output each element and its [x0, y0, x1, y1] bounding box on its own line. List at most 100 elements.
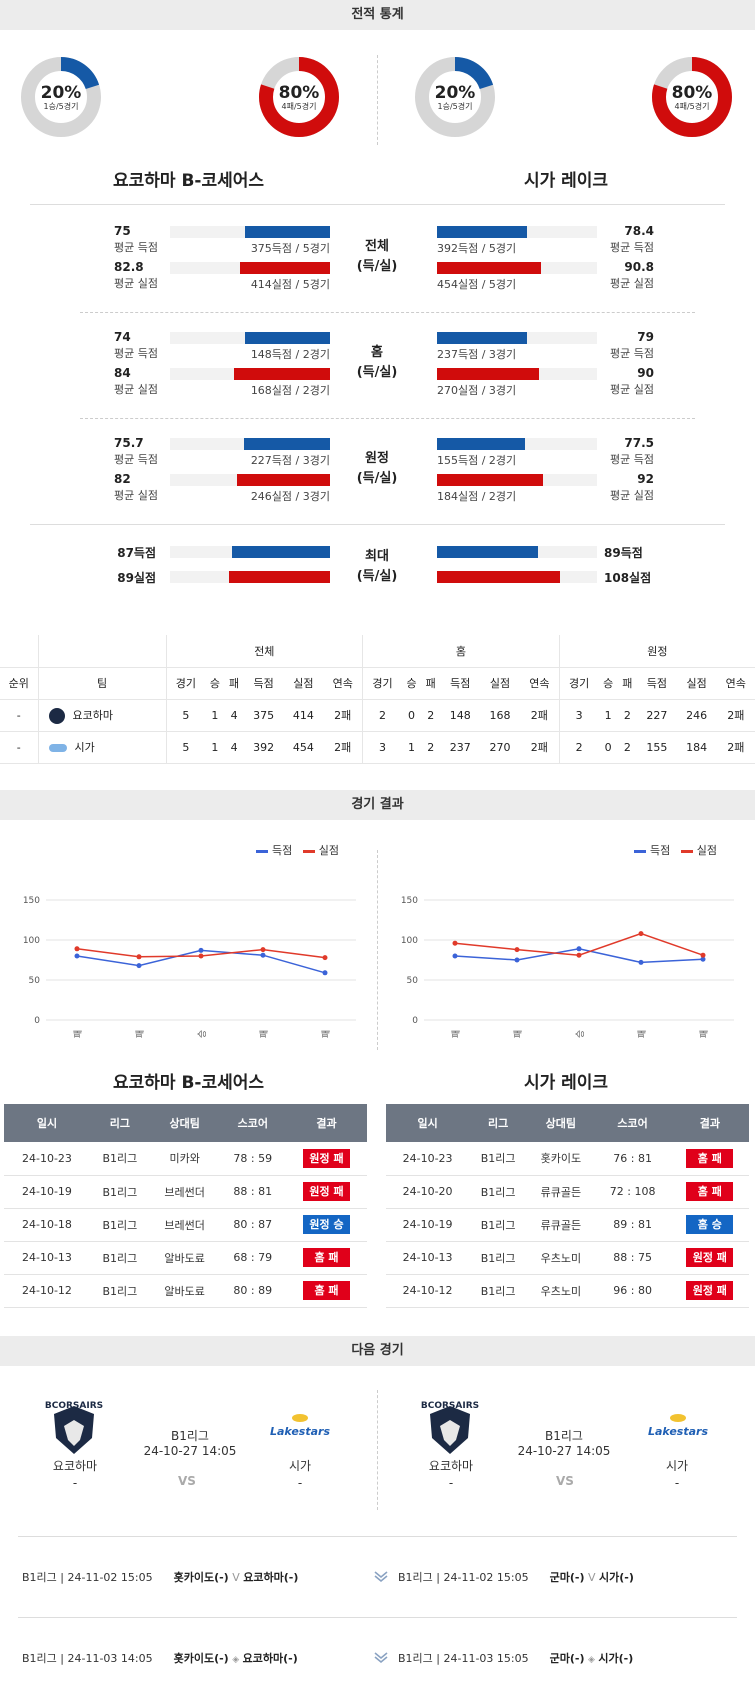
home-scored-bar-track	[170, 332, 330, 344]
away-results-chart: 0 50 100 150 패 패 승 패 패	[401, 896, 734, 1038]
results-header-cell: 결과	[670, 1104, 749, 1142]
group-away: 원정	[558, 635, 755, 668]
scored-point[interactable]	[638, 959, 644, 965]
team-cell[interactable]: 요코하마	[37, 699, 166, 732]
rank-cell: -	[0, 699, 38, 732]
home-stat-cell: 270	[480, 731, 520, 764]
fixture-2-left[interactable]: B1리그 | 24-11-03 14:05 홋카이도(-) ◈ 요코하마(-)	[22, 1652, 298, 1665]
next-datetime: 24-10-27 14:05	[143, 1444, 237, 1458]
away-results-title: 시가 레이크	[523, 1073, 609, 1093]
away-avg-scored-label: 평균 득점	[610, 347, 654, 360]
result-score: 76 : 81	[594, 1142, 671, 1176]
compare-divider	[80, 418, 695, 419]
rank-cell: -	[0, 731, 38, 764]
conceded-point[interactable]	[198, 953, 204, 959]
away-results-table: 일시 리그 상대팀 스코어 결과 24-10-23 B1리그 홋카이도 76 : 81 홈 패 24…	[386, 1104, 749, 1308]
away-loss-donut	[652, 57, 732, 137]
away-conceded-total: 184실점 / 2경기	[437, 490, 517, 503]
away-max-conceded: 108실점	[604, 571, 652, 585]
scored-point[interactable]	[576, 946, 582, 952]
away-stat-cell: 184	[676, 731, 717, 764]
y-tick-label: 150	[23, 896, 40, 906]
conceded-point[interactable]	[136, 954, 142, 960]
scored-point[interactable]	[514, 957, 520, 963]
scored-point[interactable]	[322, 970, 328, 976]
scored-point[interactable]	[260, 952, 266, 958]
home-avg-conceded-label: 평균 실점	[114, 383, 158, 396]
result-score: 72 : 108	[594, 1175, 671, 1209]
fixture-2-right[interactable]: B1리그 | 24-11-03 15:05 군마(-) ◈ 시가(-)	[398, 1652, 634, 1665]
away-scored-bar	[437, 332, 527, 344]
col-away-2: 패	[617, 667, 637, 700]
compare-category-sub: (득/실)	[356, 471, 398, 486]
home-conceded-bar-track	[170, 368, 330, 380]
away-stat-cell: 1	[598, 699, 618, 732]
scored-point[interactable]	[198, 947, 204, 953]
standings-column-header: 순위 팀 경기 승 패 득점 실점 연속 경기 승 패 득점 실점 연속 경기 승 패 득점 실점 연속	[0, 667, 755, 700]
col-all-2: 패	[224, 667, 244, 700]
conceded-point[interactable]	[452, 940, 458, 946]
x-tick-label: 패	[321, 1030, 332, 1038]
result-league: B1리그	[89, 1175, 150, 1209]
home-stat-cell: 2	[421, 699, 441, 732]
fixture-1-left[interactable]: B1리그 | 24-11-02 15:05 홋카이도(-) V 요코하마(-)	[22, 1571, 299, 1584]
home-scored-bar-track	[170, 226, 330, 238]
fixture-1-right[interactable]: B1리그 | 24-11-02 15:05 군마(-) V 시가(-)	[398, 1571, 634, 1584]
conceded-point[interactable]	[514, 947, 520, 953]
away-max-conceded-bar-track	[437, 571, 597, 583]
conceded-point[interactable]	[700, 952, 706, 958]
compare-category-label: 홈	[371, 345, 383, 360]
table-row: - 요코하마 5 1 4 375 414 2패 2 0 2 148 168 2패 3 1 2 227 246 2패	[0, 699, 755, 732]
away-conceded-bar-track	[437, 474, 597, 486]
next-datetime-right: 24-10-27 14:05	[517, 1444, 611, 1458]
away-team-logo-right: Lakestars	[648, 1414, 708, 1438]
table-row: 24-10-12 B1리그 알바도료 80 : 89 홈 패	[4, 1274, 367, 1308]
results-header-row: 일시 리그 상대팀 스코어 결과	[386, 1104, 749, 1142]
result-opp: 우츠노미	[527, 1274, 595, 1308]
result-cell: 홈 패	[286, 1241, 367, 1275]
result-date: 24-10-19	[386, 1208, 470, 1242]
away-conceded-bar	[437, 262, 541, 274]
result-badge: 원정 패	[686, 1281, 734, 1300]
conceded-point[interactable]	[260, 947, 266, 953]
home-conceded-total: 168실점 / 2경기	[250, 384, 330, 397]
away-avg-scored: 77.5	[624, 436, 654, 450]
col-home-2: 패	[421, 667, 441, 700]
home-avg-conceded: 82	[114, 472, 131, 486]
away-scored-bar	[437, 438, 525, 450]
scored-point[interactable]	[136, 963, 142, 969]
conceded-point[interactable]	[74, 946, 80, 952]
col-away-4: 실점	[676, 667, 717, 700]
x-tick-label: 승	[575, 1030, 586, 1038]
away-scored-bar-track	[437, 226, 597, 238]
away-scored-bar	[437, 226, 527, 238]
scored-point[interactable]	[452, 953, 458, 959]
home-avg-scored: 75	[114, 224, 131, 238]
home-max-scored: 87득점	[117, 546, 156, 560]
x-tick-label: 패	[699, 1030, 710, 1038]
away-scored-bar-track	[437, 438, 597, 450]
all-stat-cell: 4	[224, 731, 244, 764]
home-avg-conceded-label: 평균 실점	[114, 277, 158, 290]
table-row: 24-10-13 B1리그 우츠노미 88 : 75 원정 패	[386, 1241, 749, 1275]
away-team-title: 시가 레이크	[523, 171, 609, 191]
away-win-label: 20% 1승/5경기	[434, 83, 476, 111]
result-league: B1리그	[469, 1142, 528, 1176]
result-badge: 홈 승	[686, 1215, 734, 1234]
result-badge: 홈 패	[686, 1148, 734, 1168]
home-win-label: 20% 1승/5경기	[40, 83, 82, 111]
away-stat-cell: 227	[636, 699, 677, 732]
away-avg-scored: 79	[637, 330, 654, 344]
conceded-point[interactable]	[322, 955, 328, 961]
home-conceded-total: 414실점 / 5경기	[250, 278, 330, 291]
team-cell[interactable]: 시가	[37, 731, 166, 764]
conceded-point[interactable]	[576, 952, 582, 958]
scored-point[interactable]	[74, 953, 80, 959]
chart1-legend: 득점 실점	[256, 842, 339, 858]
conceded-point[interactable]	[638, 931, 644, 937]
result-date: 24-10-18	[4, 1208, 90, 1242]
home-stat-cell: 1	[401, 731, 422, 764]
result-score: 88 : 81	[219, 1175, 287, 1209]
scored-point[interactable]	[700, 956, 706, 962]
away-conceded-total: 454실점 / 5경기	[437, 278, 517, 291]
